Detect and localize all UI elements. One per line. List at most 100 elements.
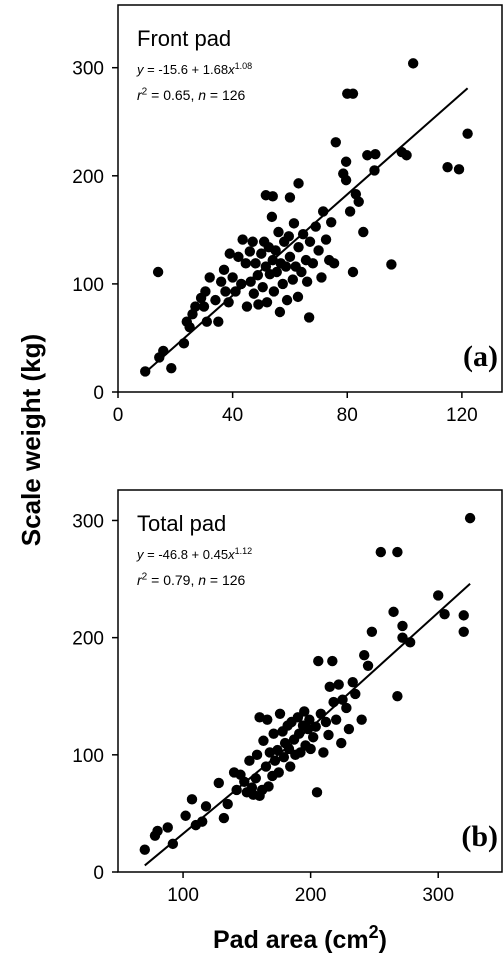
data-point — [333, 679, 344, 690]
data-point — [353, 196, 364, 207]
panel-label: (a) — [463, 340, 498, 373]
fit-stats-part: n — [198, 87, 206, 103]
data-point — [190, 301, 201, 312]
fit-stats-part: 2 — [142, 571, 148, 582]
data-point — [245, 276, 256, 287]
data-point — [257, 281, 268, 293]
equation-part: x — [227, 547, 235, 562]
data-point — [152, 825, 163, 837]
y-tick-label: 200 — [72, 167, 104, 188]
panel-title: Front pad — [137, 26, 231, 51]
fit-stats-part: = 0.65, — [147, 87, 198, 103]
data-point — [227, 272, 238, 283]
data-point — [347, 676, 358, 688]
x-axis-title-part: Pad area (cm — [213, 926, 369, 954]
data-point — [370, 148, 381, 160]
data-point — [204, 272, 215, 283]
equation: y = -15.6 + 1.68x1.08 — [136, 61, 252, 77]
x-tick-label: 200 — [295, 885, 327, 906]
fit-stats-part: 2 — [142, 86, 148, 97]
x-tick-label: 80 — [337, 405, 358, 426]
data-point — [303, 312, 315, 323]
data-point — [184, 321, 195, 333]
data-point — [328, 696, 339, 708]
y-tick-label: 0 — [93, 863, 104, 884]
data-point — [362, 150, 373, 161]
data-point — [162, 822, 173, 833]
data-point — [397, 620, 408, 632]
y-tick-label: 300 — [72, 59, 104, 80]
data-point — [252, 270, 264, 281]
panel-label: (b) — [461, 820, 498, 853]
data-point — [247, 236, 258, 247]
data-point — [284, 192, 296, 203]
data-point — [296, 266, 307, 278]
data-point — [313, 245, 324, 256]
x-tick-label: 100 — [167, 885, 199, 906]
data-point — [215, 276, 227, 287]
data-point — [293, 241, 304, 253]
data-point — [340, 174, 352, 186]
y-tick-label: 100 — [72, 746, 104, 767]
data-point — [152, 266, 164, 278]
data-point — [200, 801, 212, 812]
equation-part: y — [136, 62, 145, 77]
data-point — [347, 88, 359, 99]
data-point — [268, 286, 280, 297]
data-point — [166, 363, 177, 374]
data-point — [310, 721, 321, 732]
data-point — [439, 609, 450, 620]
data-point — [292, 291, 304, 303]
data-point — [287, 274, 299, 285]
data-point — [241, 301, 253, 312]
data-point — [375, 546, 387, 558]
data-point — [316, 272, 327, 283]
data-point — [180, 810, 191, 821]
data-point — [261, 297, 273, 308]
data-point — [293, 178, 304, 189]
data-point — [356, 714, 367, 725]
data-point — [442, 161, 453, 173]
data-point — [237, 234, 248, 245]
data-point — [307, 732, 319, 743]
data-point — [266, 211, 278, 223]
data-point — [280, 261, 292, 272]
data-point — [330, 714, 342, 725]
data-point — [248, 288, 260, 299]
data-point — [407, 58, 419, 69]
data-point — [311, 787, 323, 798]
data-point — [213, 316, 224, 327]
data-point — [278, 751, 290, 763]
data-point — [285, 761, 296, 772]
data-point — [258, 735, 269, 746]
data-point — [271, 266, 282, 278]
data-point — [313, 655, 324, 667]
data-point — [326, 217, 337, 228]
y-axis-title: Scale weight (kg) — [16, 334, 46, 546]
data-point — [269, 755, 281, 766]
data-point — [210, 294, 221, 306]
data-point — [323, 729, 334, 741]
data-point — [267, 191, 278, 202]
x-axis-title: Pad area (cm2) — [213, 922, 387, 954]
data-point — [256, 248, 267, 259]
x-axis-title-part: 2 — [369, 922, 379, 942]
data-point — [462, 128, 473, 139]
data-point — [251, 749, 263, 761]
data-point — [359, 650, 370, 661]
data-point — [320, 234, 332, 245]
data-point — [218, 812, 230, 824]
data-point — [139, 844, 150, 855]
data-point — [200, 286, 211, 297]
data-point — [220, 286, 231, 297]
data-point — [327, 655, 338, 667]
fit-stats-part: r — [137, 572, 143, 588]
fit-line — [144, 87, 469, 374]
data-point — [307, 258, 319, 269]
data-point — [330, 137, 341, 148]
data-point — [343, 723, 355, 735]
equation-part: x — [227, 62, 235, 77]
fit-stats: r2 = 0.65, n = 126 — [137, 86, 246, 103]
data-point — [233, 251, 244, 263]
